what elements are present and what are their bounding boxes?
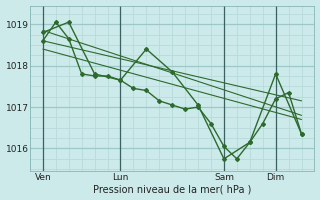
X-axis label: Pression niveau de la mer( hPa ): Pression niveau de la mer( hPa ) xyxy=(93,184,252,194)
